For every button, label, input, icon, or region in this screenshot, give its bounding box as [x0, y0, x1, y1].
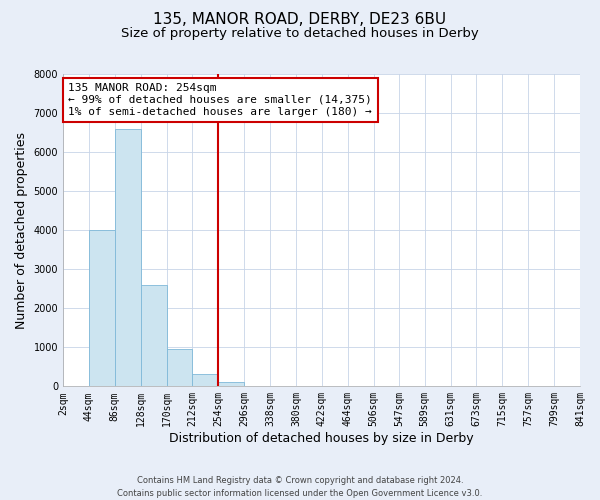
- Y-axis label: Number of detached properties: Number of detached properties: [15, 132, 28, 328]
- Text: 135 MANOR ROAD: 254sqm
← 99% of detached houses are smaller (14,375)
1% of semi-: 135 MANOR ROAD: 254sqm ← 99% of detached…: [68, 84, 372, 116]
- X-axis label: Distribution of detached houses by size in Derby: Distribution of detached houses by size …: [169, 432, 474, 445]
- Text: 135, MANOR ROAD, DERBY, DE23 6BU: 135, MANOR ROAD, DERBY, DE23 6BU: [154, 12, 446, 28]
- Bar: [193, 374, 218, 386]
- Text: Contains HM Land Registry data © Crown copyright and database right 2024.
Contai: Contains HM Land Registry data © Crown c…: [118, 476, 482, 498]
- Bar: [140, 285, 167, 386]
- Bar: [167, 349, 193, 387]
- Text: Size of property relative to detached houses in Derby: Size of property relative to detached ho…: [121, 28, 479, 40]
- Bar: [218, 382, 244, 386]
- Bar: [115, 128, 140, 386]
- Bar: [89, 230, 115, 386]
